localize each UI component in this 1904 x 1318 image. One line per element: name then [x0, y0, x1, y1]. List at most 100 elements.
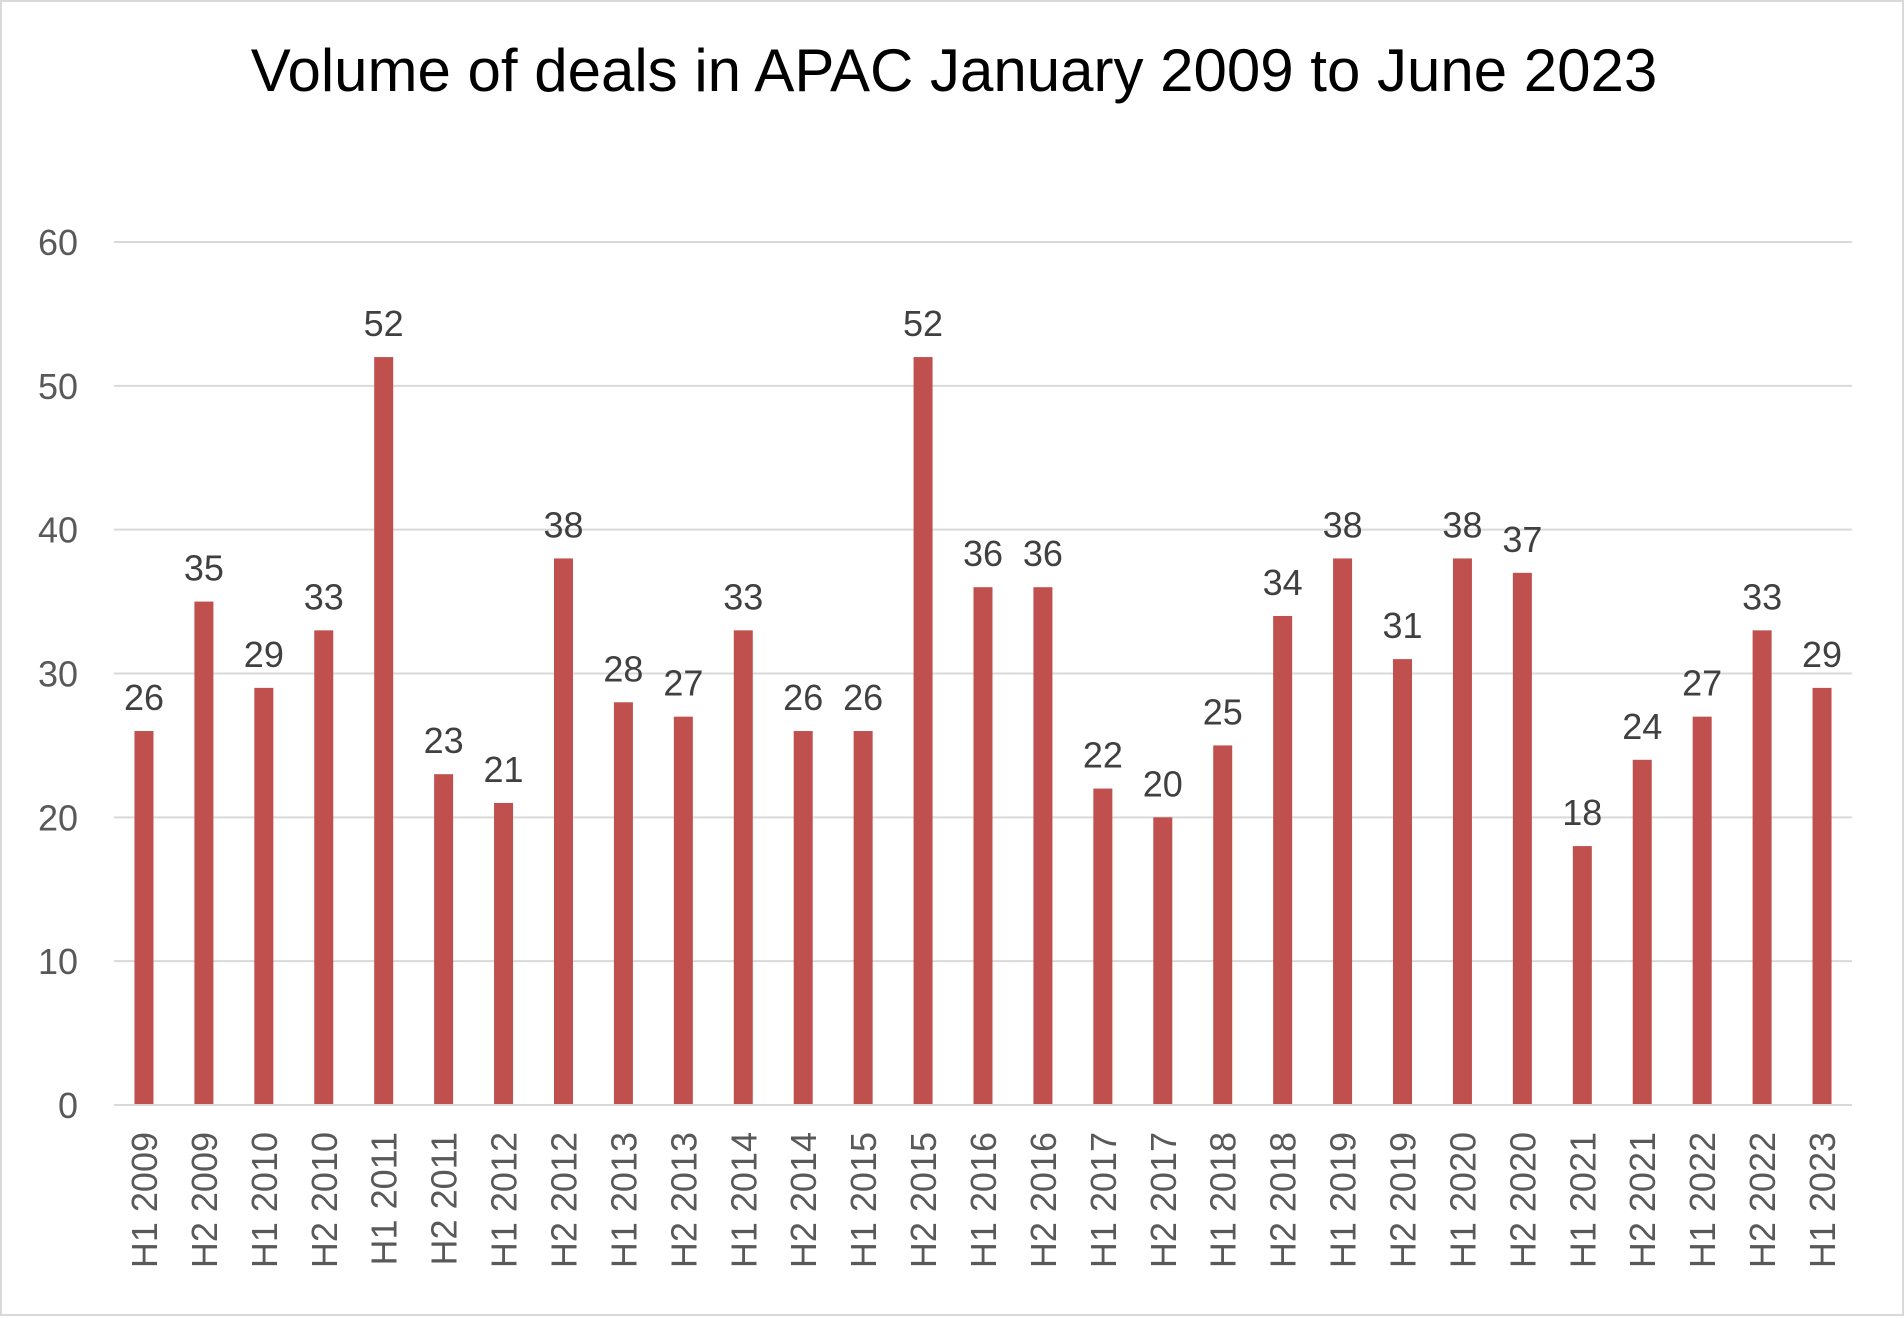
x-tick-label: H1 2011 — [364, 1132, 405, 1265]
x-tick-label: H2 2016 — [1023, 1132, 1064, 1268]
x-tick-label: H1 2017 — [1083, 1132, 1124, 1268]
bar — [913, 357, 933, 1106]
x-tick-label: H1 2019 — [1323, 1132, 1364, 1268]
data-label: 38 — [1323, 504, 1363, 545]
bar — [134, 731, 154, 1105]
data-label: 28 — [603, 648, 643, 689]
x-tick-label: H1 2015 — [843, 1132, 884, 1268]
x-tick-label: H1 2023 — [1802, 1132, 1843, 1268]
bar — [374, 357, 394, 1106]
data-label: 33 — [304, 576, 344, 617]
x-tick-label: H2 2010 — [304, 1132, 345, 1268]
chart-title: Volume of deals in APAC January 2009 to … — [250, 37, 1658, 104]
x-tick-label: H1 2012 — [484, 1132, 525, 1268]
bar — [494, 802, 514, 1105]
data-label: 26 — [783, 677, 823, 718]
x-tick-label: H2 2022 — [1742, 1132, 1783, 1268]
data-label: 36 — [963, 533, 1003, 574]
bar — [1512, 572, 1532, 1105]
x-tick-label: H2 2013 — [663, 1132, 704, 1268]
data-label: 33 — [723, 576, 763, 617]
x-tick-label: H2 2014 — [783, 1132, 824, 1268]
bar — [254, 687, 274, 1105]
x-tick-label: H1 2014 — [723, 1132, 764, 1268]
data-label: 35 — [184, 548, 224, 589]
bar — [793, 731, 813, 1105]
x-tick-label: H1 2009 — [124, 1132, 165, 1268]
bar — [973, 587, 993, 1105]
x-tick-label: H1 2010 — [244, 1132, 285, 1268]
bar — [1033, 587, 1053, 1105]
data-label: 24 — [1622, 706, 1662, 747]
bar — [1452, 558, 1472, 1105]
data-label: 52 — [364, 303, 404, 344]
bar — [613, 702, 633, 1105]
data-label: 37 — [1502, 519, 1542, 560]
data-label: 22 — [1083, 735, 1123, 776]
x-tick-label: H2 2015 — [903, 1132, 944, 1268]
bar — [1093, 788, 1113, 1105]
bar — [1273, 615, 1293, 1105]
x-tick-label: H2 2017 — [1143, 1132, 1184, 1268]
data-label: 26 — [124, 677, 164, 718]
x-tick-label: H2 2011 — [424, 1132, 465, 1265]
data-label: 27 — [1682, 663, 1722, 704]
x-tick-label: H2 2018 — [1263, 1132, 1304, 1268]
x-tick-label: H1 2018 — [1203, 1132, 1244, 1268]
x-tick-label: H1 2016 — [963, 1132, 1004, 1268]
data-label: 29 — [244, 634, 284, 675]
bar — [1752, 630, 1772, 1105]
y-tick-label: 50 — [38, 366, 78, 407]
bar — [1213, 745, 1233, 1105]
bar — [1812, 687, 1832, 1105]
x-tick-label: H2 2019 — [1383, 1132, 1424, 1268]
x-tick-label: H2 2021 — [1622, 1132, 1663, 1268]
bar — [194, 601, 214, 1105]
data-label: 20 — [1143, 763, 1183, 804]
bar — [314, 630, 334, 1105]
data-label: 38 — [543, 504, 583, 545]
y-tick-label: 20 — [38, 797, 78, 838]
data-label: 38 — [1442, 504, 1482, 545]
bar — [553, 558, 573, 1105]
x-tick-label: H2 2020 — [1502, 1132, 1543, 1268]
bar — [1632, 759, 1652, 1105]
x-tick-label: H1 2022 — [1682, 1132, 1723, 1268]
y-tick-label: 40 — [38, 510, 78, 551]
data-label: 36 — [1023, 533, 1063, 574]
data-label: 26 — [843, 677, 883, 718]
bar — [1393, 659, 1413, 1105]
y-tick-label: 0 — [58, 1085, 78, 1126]
bar — [673, 716, 693, 1105]
x-axis-ticks: H1 2009 H2 2009 H1 2010 H2 2010 H1 2011 H2 20… — [124, 1132, 1843, 1268]
y-tick-label: 30 — [38, 654, 78, 695]
bar — [1153, 817, 1173, 1105]
y-tick-label: 60 — [38, 222, 78, 263]
x-tick-label: H1 2013 — [603, 1132, 644, 1268]
bars — [134, 357, 1832, 1106]
bar — [853, 731, 873, 1105]
data-label: 21 — [484, 749, 524, 790]
bar — [1572, 846, 1592, 1105]
bar — [434, 774, 454, 1105]
x-tick-label: H2 2009 — [184, 1132, 225, 1268]
data-label: 27 — [663, 663, 703, 704]
data-label: 31 — [1382, 605, 1422, 646]
data-label: 52 — [903, 303, 943, 344]
bar — [733, 630, 753, 1105]
y-tick-label: 10 — [38, 941, 78, 982]
data-label: 34 — [1263, 562, 1303, 603]
x-tick-label: H2 2012 — [543, 1132, 584, 1268]
data-label: 29 — [1802, 634, 1842, 675]
bar — [1692, 716, 1712, 1105]
bar — [1333, 558, 1353, 1105]
data-label: 25 — [1203, 691, 1243, 732]
data-label: 33 — [1742, 576, 1782, 617]
data-label: 23 — [424, 720, 464, 761]
data-label: 18 — [1562, 792, 1602, 833]
x-tick-label: H1 2021 — [1562, 1132, 1603, 1268]
x-tick-label: H1 2020 — [1442, 1132, 1483, 1268]
y-axis-ticks: 0 10 20 30 40 50 60 — [38, 222, 78, 1126]
